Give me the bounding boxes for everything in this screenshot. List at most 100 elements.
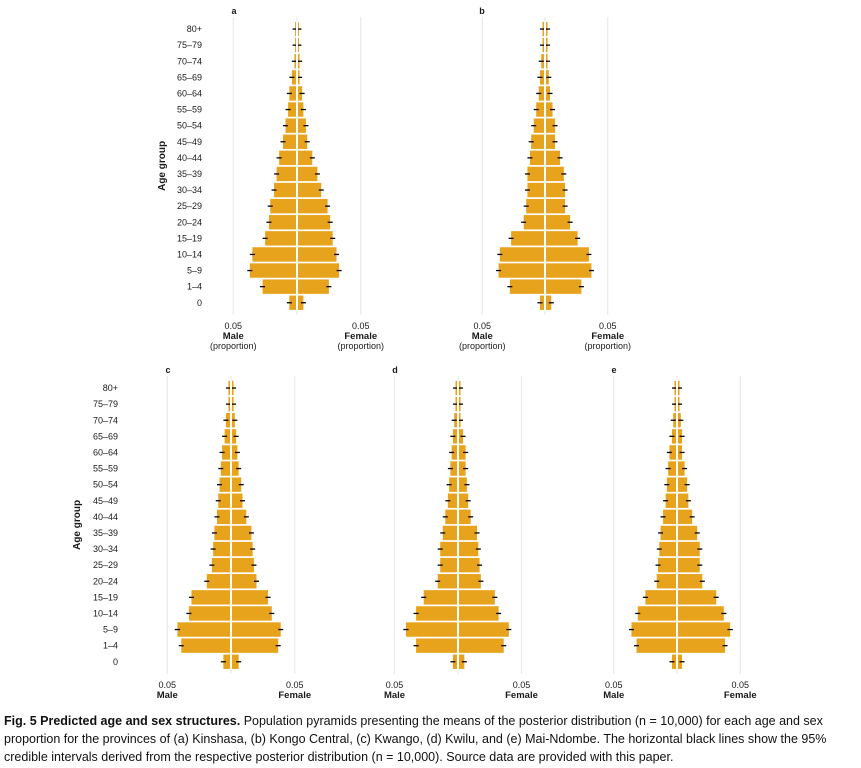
- bar-female: [458, 461, 466, 476]
- xaxis-tick-label: 0.05: [473, 321, 491, 331]
- bar-female: [231, 477, 242, 492]
- bar-female: [545, 102, 553, 117]
- age-tick-label: 70–74: [177, 56, 202, 66]
- age-tick-label: 40–44: [93, 512, 118, 522]
- bar-male: [511, 231, 545, 246]
- age-tick-label: 70–74: [93, 415, 118, 425]
- bar-male: [539, 295, 545, 310]
- bar-male: [523, 215, 545, 230]
- age-tick-label: 10–14: [177, 249, 202, 259]
- bar-female: [297, 118, 306, 133]
- age-tick-label: 80+: [103, 383, 118, 393]
- age-tick-label: 5–9: [187, 266, 202, 276]
- bar-male: [452, 654, 458, 669]
- bar-male: [498, 263, 545, 278]
- male-label: Male: [384, 690, 405, 700]
- bar-male: [291, 70, 297, 85]
- bar-male: [666, 477, 677, 492]
- female-label: Female: [344, 331, 377, 342]
- age-tick-label: 75–79: [177, 40, 202, 50]
- bar-female: [458, 606, 499, 621]
- bar-male: [538, 86, 545, 101]
- bar-female: [677, 654, 683, 669]
- bar-female: [458, 445, 466, 460]
- male-unit-label: (proportion): [210, 341, 257, 351]
- yaxis-title: Age group: [72, 500, 83, 550]
- bar-female: [677, 493, 689, 508]
- age-tick-label: 40–44: [177, 153, 202, 163]
- bar-female: [545, 263, 592, 278]
- male-label: Male: [157, 690, 178, 700]
- bar-female: [545, 86, 551, 101]
- bar-female: [545, 231, 578, 246]
- age-tick-label: 30–34: [93, 544, 118, 554]
- panel-label: c: [165, 365, 170, 375]
- male-label: Male: [223, 331, 244, 342]
- age-tick-label: 0: [197, 298, 202, 308]
- xaxis-tick-label: 0.05: [513, 680, 531, 690]
- bar-female: [231, 429, 237, 444]
- age-tick-label: 10–14: [93, 608, 118, 618]
- bar-female: [231, 525, 252, 541]
- bar-female: [297, 86, 303, 101]
- bar-female: [297, 182, 322, 198]
- bar-female: [677, 477, 688, 492]
- bar-male: [188, 606, 231, 621]
- bar-female: [677, 638, 726, 653]
- bar-female: [458, 477, 467, 492]
- bar-female: [458, 654, 465, 669]
- bar-female: [231, 509, 247, 525]
- male-unit-label: (proportion): [459, 341, 506, 351]
- bar-male: [279, 150, 297, 166]
- bar-female: [677, 557, 700, 573]
- xaxis-tick-label: 0.05: [158, 680, 176, 690]
- panel-label: d: [392, 365, 398, 375]
- bar-female: [677, 590, 717, 605]
- bar-male: [659, 541, 677, 557]
- bar-male: [440, 557, 458, 573]
- age-tick-label: 15–19: [93, 592, 118, 602]
- caption-title: Fig. 5 Predicted age and sex structures.: [4, 714, 241, 728]
- bar-female: [458, 429, 464, 444]
- bar-male: [289, 86, 297, 101]
- bar-male: [451, 445, 458, 460]
- bar-female: [231, 557, 254, 573]
- bar-female: [297, 102, 304, 117]
- bar-male: [658, 557, 677, 573]
- bar-male: [449, 477, 458, 492]
- bar-female: [545, 247, 589, 262]
- bar-male: [405, 622, 458, 637]
- bar-female: [677, 606, 724, 621]
- bar-male: [526, 198, 545, 214]
- bar-male: [225, 413, 231, 428]
- bar-male: [529, 150, 545, 166]
- age-tick-label: 20–24: [93, 576, 118, 586]
- bar-female: [677, 461, 685, 476]
- bar-male: [206, 574, 231, 589]
- bar-male: [671, 654, 677, 669]
- bar-male: [668, 461, 677, 476]
- age-tick-label: 25–29: [93, 560, 118, 570]
- bar-male: [637, 606, 677, 621]
- bar-male: [177, 622, 231, 637]
- bar-male: [440, 541, 458, 557]
- xaxis-tick-label: 0.05: [224, 321, 242, 331]
- bar-female: [545, 215, 571, 230]
- bar-female: [297, 198, 328, 214]
- bar-female: [677, 445, 683, 460]
- yaxis-title: Age group: [157, 141, 168, 191]
- bar-male: [214, 525, 231, 541]
- age-tick-label: 65–69: [177, 72, 202, 82]
- caption-text: Population pyramids presenting the means…: [4, 714, 827, 764]
- bar-male: [289, 295, 297, 310]
- age-tick-label: 75–79: [93, 399, 118, 409]
- age-tick-label: 0: [113, 657, 118, 667]
- bar-female: [297, 215, 331, 230]
- male-label: Male: [603, 690, 624, 700]
- bar-female: [458, 525, 478, 541]
- panel-label: a: [231, 6, 237, 16]
- bar-male: [660, 525, 677, 541]
- female-label: Female: [591, 331, 624, 342]
- bar-male: [437, 574, 458, 589]
- bar-female: [545, 279, 582, 294]
